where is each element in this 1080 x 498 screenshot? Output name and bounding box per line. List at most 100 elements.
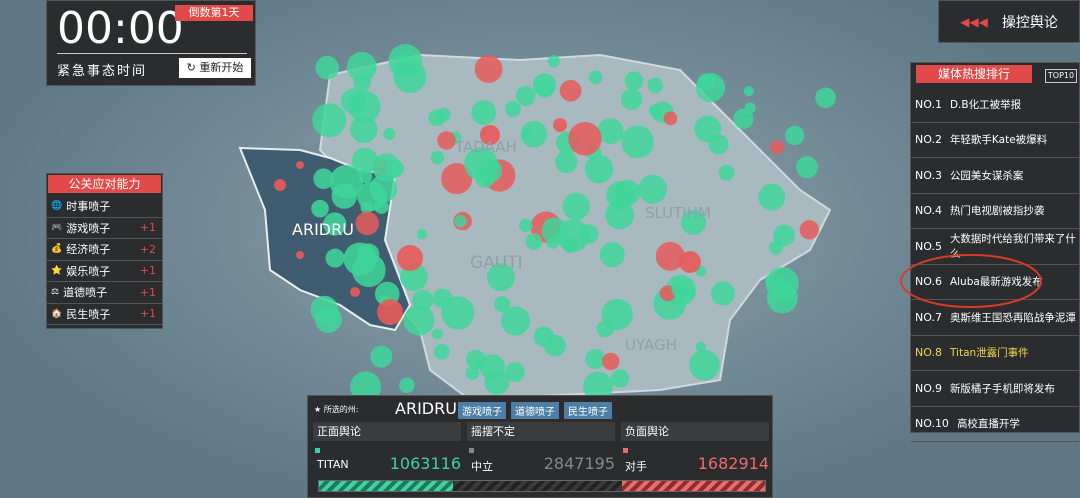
icon: 🏠 <box>51 308 63 319</box>
pr-item: 💰 经济喷子 +2 <box>47 239 162 261</box>
positive-bar <box>319 481 453 491</box>
stat-dot <box>315 448 320 453</box>
map-bubble <box>454 214 467 228</box>
map-bubble <box>355 211 379 236</box>
headline: 年轻歌手Kate被爆料 <box>949 134 1048 147</box>
map-bubble <box>416 228 428 240</box>
map-bubble <box>315 55 340 80</box>
state-panel: ★ 所选的州: ARIDRU 游戏喷子 道德喷子 民生喷子 正面舆论 摇摆不定 负面舆论… <box>307 395 773 498</box>
headline: 高校直播开学 <box>956 418 1020 431</box>
map-bubble <box>605 200 635 230</box>
pr-name: 民生喷子 <box>66 307 111 321</box>
map-bubble <box>519 218 533 233</box>
map-bubble <box>553 118 567 132</box>
hot-search-item[interactable]: NO.7 奥斯维王国恐再陷战争泥潭 <box>911 300 1079 336</box>
hot-search-item[interactable]: NO.1 D.B化工被举报 <box>911 87 1079 123</box>
top-badge: TOP10 <box>1045 69 1077 83</box>
map-bubble <box>430 151 445 165</box>
icon: 🎮 <box>51 222 63 233</box>
map-bubble <box>624 71 644 91</box>
rank: NO.2 <box>915 133 942 147</box>
stat-value: 1063116 <box>389 454 461 473</box>
hot-search-item[interactable]: NO.9 新版橘子手机即将发布 <box>911 371 1079 407</box>
pr-bonus: +1 <box>139 221 156 235</box>
map-bubble <box>585 348 606 370</box>
map-bubble <box>694 115 722 143</box>
hot-search-item[interactable]: NO.8 Titan泄露门事件 <box>911 336 1079 371</box>
rank: NO.6 <box>915 275 942 289</box>
selected-label: ★ 所选的州: <box>314 405 359 414</box>
map-bubble <box>541 217 568 244</box>
hot-search-item[interactable]: NO.3 公园美女谋杀案 <box>911 158 1079 194</box>
map-label: ARIDRU <box>292 220 354 239</box>
map-bubble <box>436 107 451 122</box>
hot-search-item[interactable]: NO.4 热门电视剧被指抄袭 <box>911 194 1079 229</box>
restart-button[interactable]: ↻ 重新开始 <box>179 58 251 78</box>
stat-dot <box>469 448 474 453</box>
icon: 🌐 <box>51 201 63 212</box>
map-bubble <box>437 131 456 150</box>
headline: Aluba最新游戏发布 <box>949 276 1043 289</box>
tag-text: 民生喷子 <box>568 407 608 418</box>
map-bubble <box>465 366 480 380</box>
timer-panel: 00:00 倒数第1天 紧急事态时间 ↻ 重新开始 <box>46 0 256 86</box>
pr-name: 娱乐喷子 <box>66 264 111 278</box>
map-bubble <box>815 87 836 109</box>
map-bubble <box>562 192 590 221</box>
state-tag: 道德喷子 <box>511 402 559 419</box>
map-bubble <box>584 154 614 184</box>
map-bubble <box>484 370 510 395</box>
headline: 大数据时代给我们带来了什么 <box>949 233 1076 261</box>
map-bubble <box>621 125 654 159</box>
map-bubble <box>718 164 735 181</box>
map-bubble <box>399 377 415 394</box>
map-bubble <box>684 287 695 298</box>
map-bubble <box>525 233 543 250</box>
rank: NO.8 <box>915 346 942 360</box>
map-label: GAUTI <box>470 253 523 273</box>
hot-search-item[interactable]: NO.6 Aluba最新游戏发布 <box>911 265 1079 300</box>
map-bubble <box>377 299 403 325</box>
map-bubble <box>352 253 386 287</box>
map-bubble <box>681 209 707 235</box>
map-bubble <box>535 79 555 98</box>
hot-search-item[interactable]: NO.10 高校直播开学 <box>911 407 1079 442</box>
negative-bar <box>622 481 765 491</box>
map-bubble <box>464 147 498 181</box>
stat-name: TITAN <box>317 458 349 471</box>
hot-search-item[interactable]: NO.2 年轻歌手Kate被爆料 <box>911 123 1079 158</box>
map-bubble <box>350 115 378 144</box>
pr-item: 🎮 游戏喷子 +1 <box>47 218 162 239</box>
arrows-icon: ◀◀◀ <box>960 14 988 29</box>
pr-bonus: +1 <box>139 264 156 278</box>
hot-search-item[interactable]: NO.5 大数据时代给我们带来了什么 <box>911 229 1079 265</box>
map-bubble <box>480 125 500 145</box>
pr-name: 时事喷子 <box>66 200 111 214</box>
map-bubble <box>504 101 521 118</box>
map-bubble <box>543 334 566 357</box>
icon: ⚖ <box>51 287 60 298</box>
headline: D.B化工被举报 <box>949 98 1022 111</box>
control-button[interactable]: ◀◀◀ 操控舆论 <box>938 0 1080 43</box>
map-bubble <box>351 147 379 174</box>
map-bubble <box>710 281 736 306</box>
map-bubble <box>770 140 784 155</box>
pr-name: 道德喷子 <box>63 286 108 300</box>
map-bubble <box>648 103 664 118</box>
map-bubble <box>431 328 443 340</box>
map-bubble <box>638 174 668 204</box>
map-bubble <box>515 86 536 106</box>
map-bubble <box>360 201 373 214</box>
headline: 热门电视剧被指抄袭 <box>949 205 1045 218</box>
headline: 公园美女谋杀案 <box>949 169 1024 182</box>
map-bubble <box>784 125 805 146</box>
rank: NO.4 <box>915 204 942 218</box>
map-bubble <box>583 371 613 402</box>
map-bubble <box>733 108 754 129</box>
map-bubble <box>312 103 347 138</box>
map-bubble <box>597 118 624 145</box>
pr-bonus: +2 <box>139 242 156 256</box>
pr-name: 经济喷子 <box>66 243 111 257</box>
map-bubble <box>313 168 334 190</box>
